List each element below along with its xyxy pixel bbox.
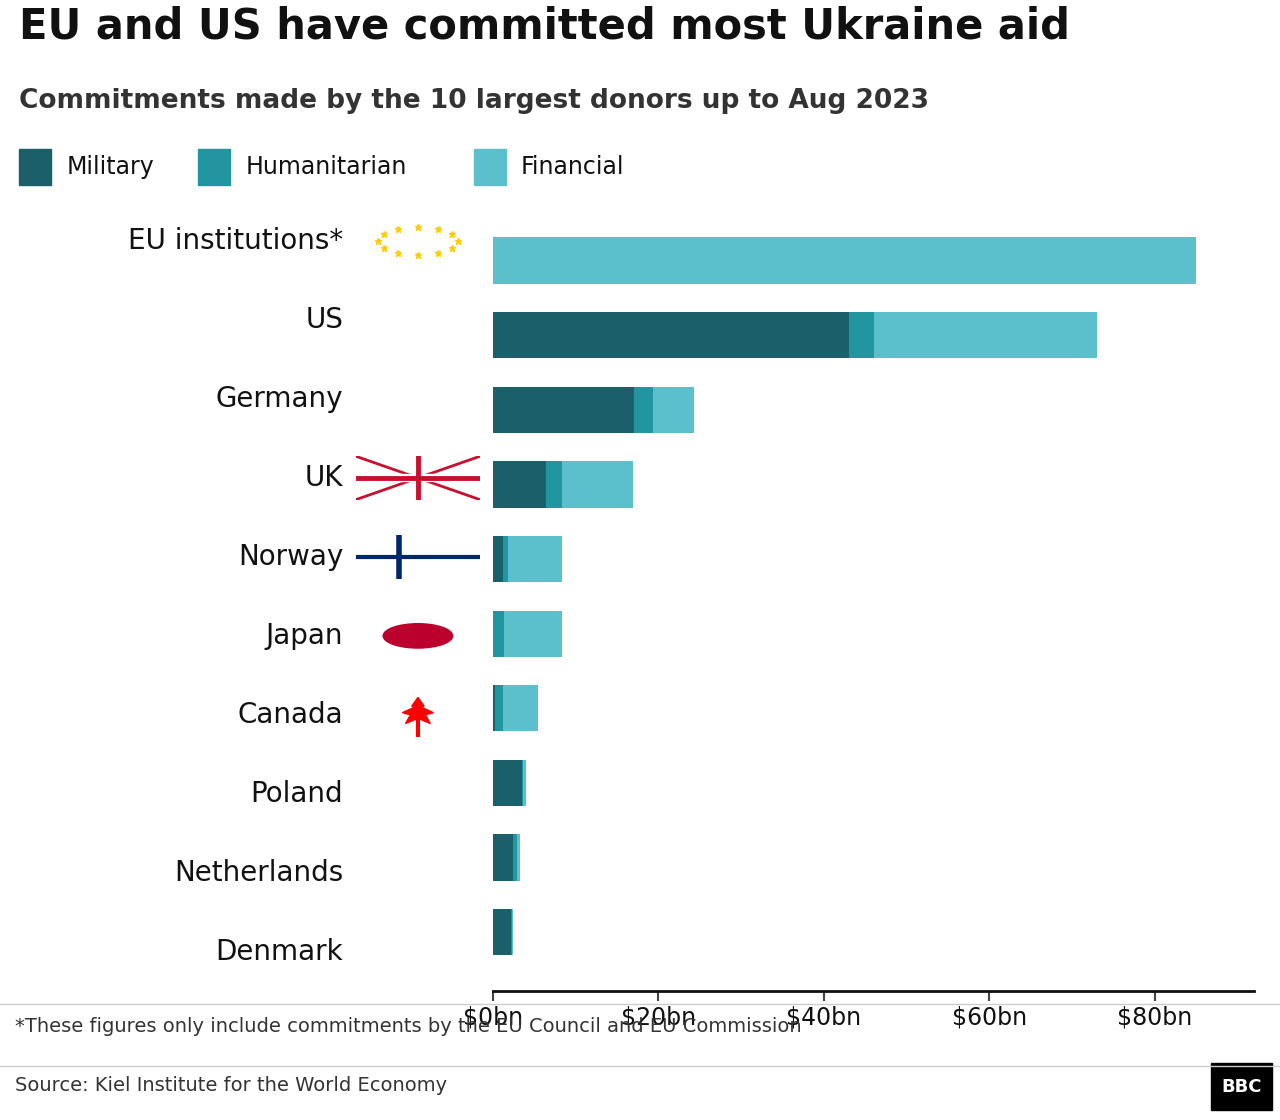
Text: Denmark: Denmark (215, 937, 343, 965)
Bar (493, 237, 1197, 283)
Bar (522, 759, 524, 806)
Circle shape (383, 624, 453, 648)
Bar (634, 386, 653, 433)
Bar (545, 461, 562, 507)
Bar (493, 461, 545, 507)
Text: Commitments made by the 10 largest donors up to Aug 2023: Commitments made by the 10 largest donor… (19, 87, 929, 113)
Bar (503, 685, 538, 731)
Bar (524, 759, 526, 806)
Bar (653, 386, 694, 433)
Text: BBC: BBC (1221, 1077, 1262, 1095)
Bar (493, 386, 634, 433)
Bar (503, 610, 562, 656)
Bar (493, 834, 513, 880)
Bar (493, 536, 503, 582)
Bar (493, 312, 849, 358)
Bar (198, 149, 230, 185)
Text: Financial: Financial (521, 155, 625, 178)
Bar (849, 312, 874, 358)
Bar (562, 461, 632, 507)
Text: Germany: Germany (215, 385, 343, 413)
Polygon shape (402, 698, 434, 724)
Bar (493, 759, 522, 806)
Bar (493, 610, 503, 656)
Bar (474, 149, 506, 185)
Bar (19, 149, 51, 185)
Bar (874, 312, 1097, 358)
FancyBboxPatch shape (1211, 1063, 1272, 1110)
Text: EU and US have committed most Ukraine aid: EU and US have committed most Ukraine ai… (19, 6, 1070, 48)
Bar (513, 834, 517, 880)
Text: Netherlands: Netherlands (174, 859, 343, 887)
Text: Canada: Canada (237, 701, 343, 729)
Text: Source: Kiel Institute for the World Economy: Source: Kiel Institute for the World Eco… (15, 1076, 448, 1095)
Bar (503, 536, 508, 582)
Text: US: US (305, 306, 343, 334)
Bar (493, 685, 495, 731)
Text: Japan: Japan (265, 622, 343, 650)
Text: Poland: Poland (251, 780, 343, 808)
Bar (495, 685, 503, 731)
Text: *These figures only include commitments by the EU Council and EU Commission: *These figures only include commitments … (15, 1017, 803, 1036)
Bar (493, 909, 511, 955)
Bar (517, 834, 520, 880)
Text: EU institutions*: EU institutions* (128, 227, 343, 255)
Bar (512, 909, 513, 955)
Text: Norway: Norway (238, 543, 343, 571)
Text: Humanitarian: Humanitarian (246, 155, 407, 178)
Bar (508, 536, 562, 582)
Text: Military: Military (67, 155, 155, 178)
Text: UK: UK (305, 464, 343, 492)
